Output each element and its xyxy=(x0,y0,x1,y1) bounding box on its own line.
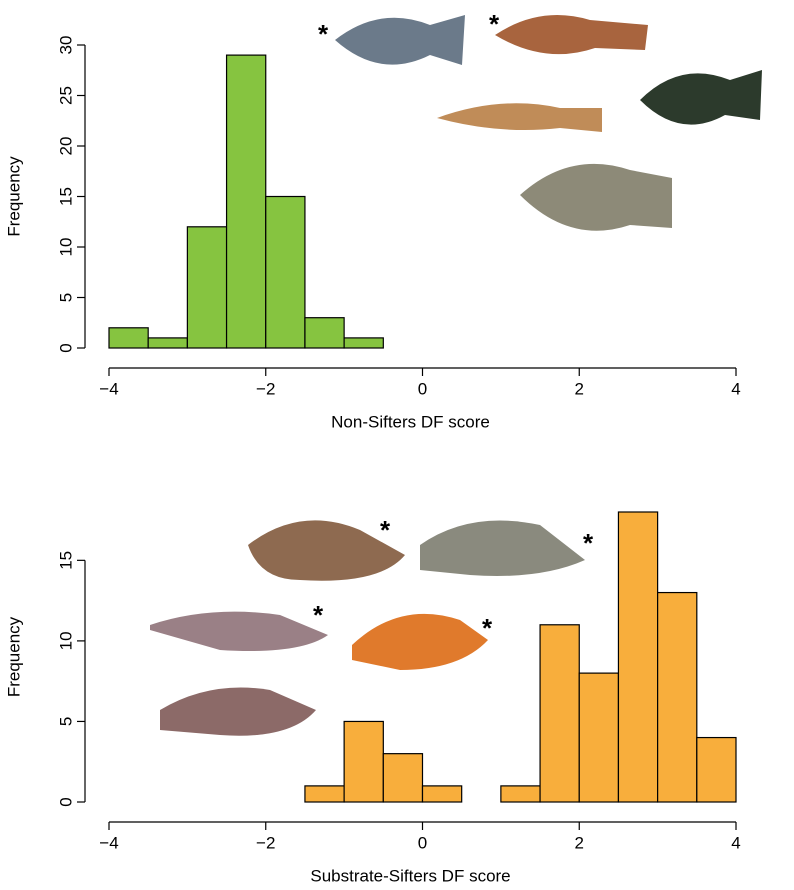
y-tick-label: 5 xyxy=(56,293,75,302)
bar xyxy=(539,624,580,803)
fish xyxy=(150,611,328,651)
bar xyxy=(657,591,698,803)
x-tick-label: 4 xyxy=(731,379,740,398)
annotation: * xyxy=(583,528,594,558)
annotation: * xyxy=(318,19,329,49)
fish xyxy=(248,520,405,581)
bar xyxy=(304,317,345,349)
fish xyxy=(160,687,316,736)
fish xyxy=(420,520,585,576)
x-tick-label: −4 xyxy=(99,833,118,852)
bar xyxy=(500,785,541,803)
bar xyxy=(225,54,267,349)
x-tick-label: 0 xyxy=(418,833,427,852)
annotation: * xyxy=(380,515,391,545)
bar xyxy=(265,195,306,349)
fish xyxy=(520,163,672,231)
bar xyxy=(186,226,228,349)
fish xyxy=(640,70,762,125)
y-tick-label: 15 xyxy=(56,551,75,570)
bar xyxy=(578,672,620,803)
bar xyxy=(343,337,384,349)
bar xyxy=(343,720,384,803)
annotation: * xyxy=(489,9,500,39)
x-axis-label: Substrate-Sifters DF score xyxy=(310,866,510,885)
x-tick-label: −2 xyxy=(256,833,275,852)
y-tick-label: 20 xyxy=(56,137,75,156)
y-axis-label: Frequency xyxy=(4,616,23,697)
y-tick-label: 0 xyxy=(56,343,75,352)
bar xyxy=(382,753,424,803)
x-tick-label: −2 xyxy=(256,379,275,398)
bar xyxy=(696,736,737,803)
y-tick-label: 0 xyxy=(56,797,75,806)
bar xyxy=(304,785,345,803)
fish-illustrations xyxy=(150,15,762,736)
y-tick-label: 30 xyxy=(56,36,75,55)
fish xyxy=(437,103,602,132)
bar xyxy=(147,337,188,349)
x-axis-label: Non-Sifters DF score xyxy=(331,412,490,431)
bar xyxy=(617,511,659,803)
fish xyxy=(335,15,465,65)
x-tick-label: 4 xyxy=(731,833,740,852)
y-axis-label: Frequency xyxy=(4,156,23,237)
y-tick-label: 15 xyxy=(56,187,75,206)
y-tick-label: 10 xyxy=(56,631,75,650)
x-tick-label: −4 xyxy=(99,379,118,398)
annotation: * xyxy=(313,600,324,630)
annotation: * xyxy=(482,613,493,643)
bar xyxy=(108,327,149,349)
fish xyxy=(352,613,488,670)
x-tick-label: 2 xyxy=(575,833,584,852)
fish xyxy=(495,15,648,55)
y-tick-label: 5 xyxy=(56,717,75,726)
y-tick-label: 25 xyxy=(56,86,75,105)
y-tick-label: 10 xyxy=(56,238,75,257)
x-tick-label: 0 xyxy=(418,379,427,398)
bar xyxy=(421,785,463,803)
x-tick-label: 2 xyxy=(575,379,584,398)
